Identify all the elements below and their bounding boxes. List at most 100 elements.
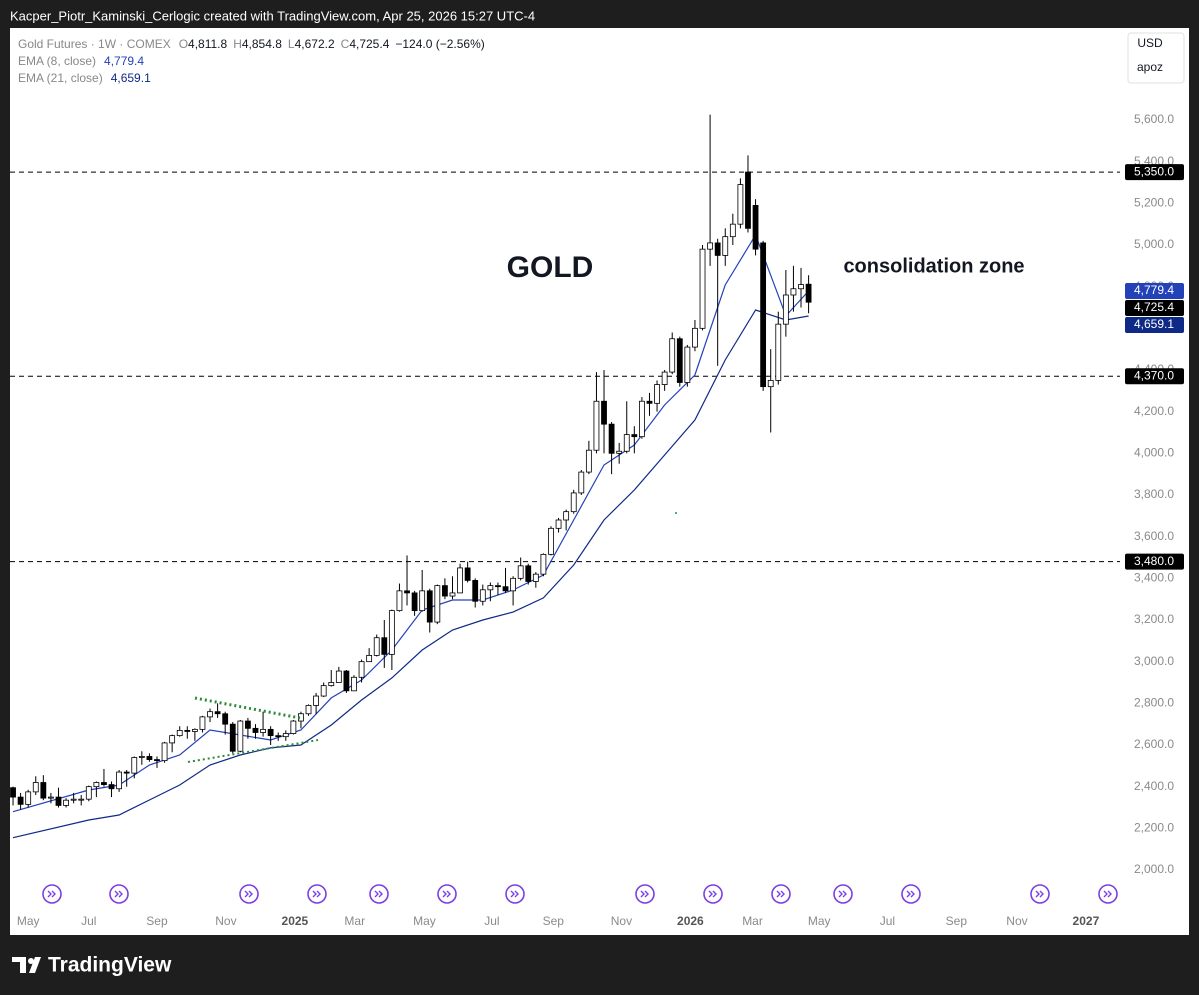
candle-body xyxy=(426,590,433,623)
event-icon[interactable] xyxy=(42,884,62,904)
candle-body xyxy=(487,585,494,591)
candle-body xyxy=(631,434,638,438)
x-tick-label: Jul xyxy=(81,914,96,928)
candle-body xyxy=(419,590,426,612)
event-icon[interactable] xyxy=(109,884,129,904)
candle-body xyxy=(699,248,706,329)
candle-body xyxy=(116,771,123,790)
candle-body xyxy=(229,723,236,752)
y-tick-label: 2,200.0 xyxy=(1134,821,1174,835)
event-icon[interactable] xyxy=(833,884,853,904)
candle-body xyxy=(404,590,410,594)
level-label: 3,480.0 xyxy=(1134,554,1174,568)
ohlc-key: C xyxy=(341,37,350,51)
candle-body xyxy=(745,171,751,229)
ohlc-key: O xyxy=(179,37,188,51)
y-tick-label: 5,600.0 xyxy=(1134,112,1174,126)
candle-body xyxy=(714,242,721,256)
candle-body xyxy=(548,527,554,555)
y-tick-label: 4,000.0 xyxy=(1134,446,1174,460)
candle-body xyxy=(495,585,501,588)
event-icon[interactable] xyxy=(437,884,457,904)
candle-body xyxy=(411,592,418,612)
candle-body xyxy=(676,338,683,383)
candle-body xyxy=(191,728,198,732)
y-tick-label: 2,400.0 xyxy=(1134,779,1174,793)
candle-body xyxy=(752,205,759,250)
event-icon[interactable] xyxy=(901,884,921,904)
candle-body xyxy=(366,655,373,663)
candle-body xyxy=(388,610,395,655)
event-arrow xyxy=(374,890,383,898)
candle-body xyxy=(479,589,486,602)
level-tag xyxy=(1125,368,1184,385)
y-tick-label: 2,800.0 xyxy=(1134,696,1174,710)
footer-logo: TradingView xyxy=(48,954,172,977)
event-icon[interactable] xyxy=(1098,884,1118,904)
candle-body xyxy=(737,184,744,225)
candle-body xyxy=(623,434,630,452)
candle-body xyxy=(449,592,456,597)
candle-body xyxy=(434,585,441,623)
x-tick-label: 2027 xyxy=(1073,914,1100,928)
y-tick-label: 5,200.0 xyxy=(1134,196,1174,210)
candle-body xyxy=(729,223,736,238)
candle-body xyxy=(154,759,160,762)
event-arrow xyxy=(708,890,717,898)
candle-body xyxy=(767,380,774,388)
event-arrow xyxy=(47,890,56,898)
level-label: 5,350.0 xyxy=(1134,164,1174,178)
x-tick-label: Sep xyxy=(146,914,168,928)
candle-body xyxy=(161,742,168,762)
candle-body xyxy=(169,735,176,744)
level-tag xyxy=(1125,164,1184,181)
event-icon[interactable] xyxy=(635,884,655,904)
candle-body xyxy=(63,799,69,806)
candle-body xyxy=(252,727,259,733)
currency-box[interactable] xyxy=(1127,32,1185,84)
event-icon[interactable] xyxy=(771,884,791,904)
candle-body xyxy=(760,242,767,388)
candle-body xyxy=(707,242,713,250)
price-tag-label: 4,779.4 xyxy=(1134,283,1174,297)
candle-body xyxy=(472,580,479,602)
event-arrow xyxy=(1103,890,1112,898)
event-icon[interactable] xyxy=(369,884,389,904)
trendline xyxy=(187,739,319,763)
candle-body xyxy=(214,711,221,715)
candle-body xyxy=(442,585,448,597)
candle-body xyxy=(563,511,570,521)
ema-name: EMA (21, close) xyxy=(18,71,103,85)
event-arrow xyxy=(1035,890,1044,898)
candle-body xyxy=(457,567,463,594)
ohlc-value: 4,811.8 xyxy=(188,37,227,51)
logo-dot xyxy=(28,958,34,964)
price-tag xyxy=(1125,316,1184,333)
price-tag xyxy=(1125,282,1184,299)
candle-body xyxy=(184,730,191,732)
event-icon[interactable] xyxy=(239,884,259,904)
candle-body xyxy=(32,782,39,793)
annotation: GOLD xyxy=(507,251,594,284)
candle-body xyxy=(245,720,251,729)
event-icon[interactable] xyxy=(307,884,327,904)
event-icon[interactable] xyxy=(1030,884,1050,904)
ema-line xyxy=(12,309,809,839)
event-icon[interactable] xyxy=(703,884,723,904)
candle-body xyxy=(282,733,289,738)
annotation: consolidation zone xyxy=(843,255,1024,277)
candle-body xyxy=(692,327,698,348)
candle-body xyxy=(138,756,145,758)
event-icon[interactable] xyxy=(505,884,525,904)
event-arrow xyxy=(114,890,123,898)
x-tick-label: May xyxy=(17,914,40,928)
x-tick-label: Mar xyxy=(742,914,763,928)
y-tick-label: 2,600.0 xyxy=(1134,737,1174,751)
x-tick-label: Mar xyxy=(344,914,365,928)
header: Kacper_Piotr_Kaminski_Cerlogic created w… xyxy=(10,8,535,23)
candle-body xyxy=(313,695,320,706)
candle-body xyxy=(661,371,668,385)
candle-body xyxy=(646,400,653,404)
